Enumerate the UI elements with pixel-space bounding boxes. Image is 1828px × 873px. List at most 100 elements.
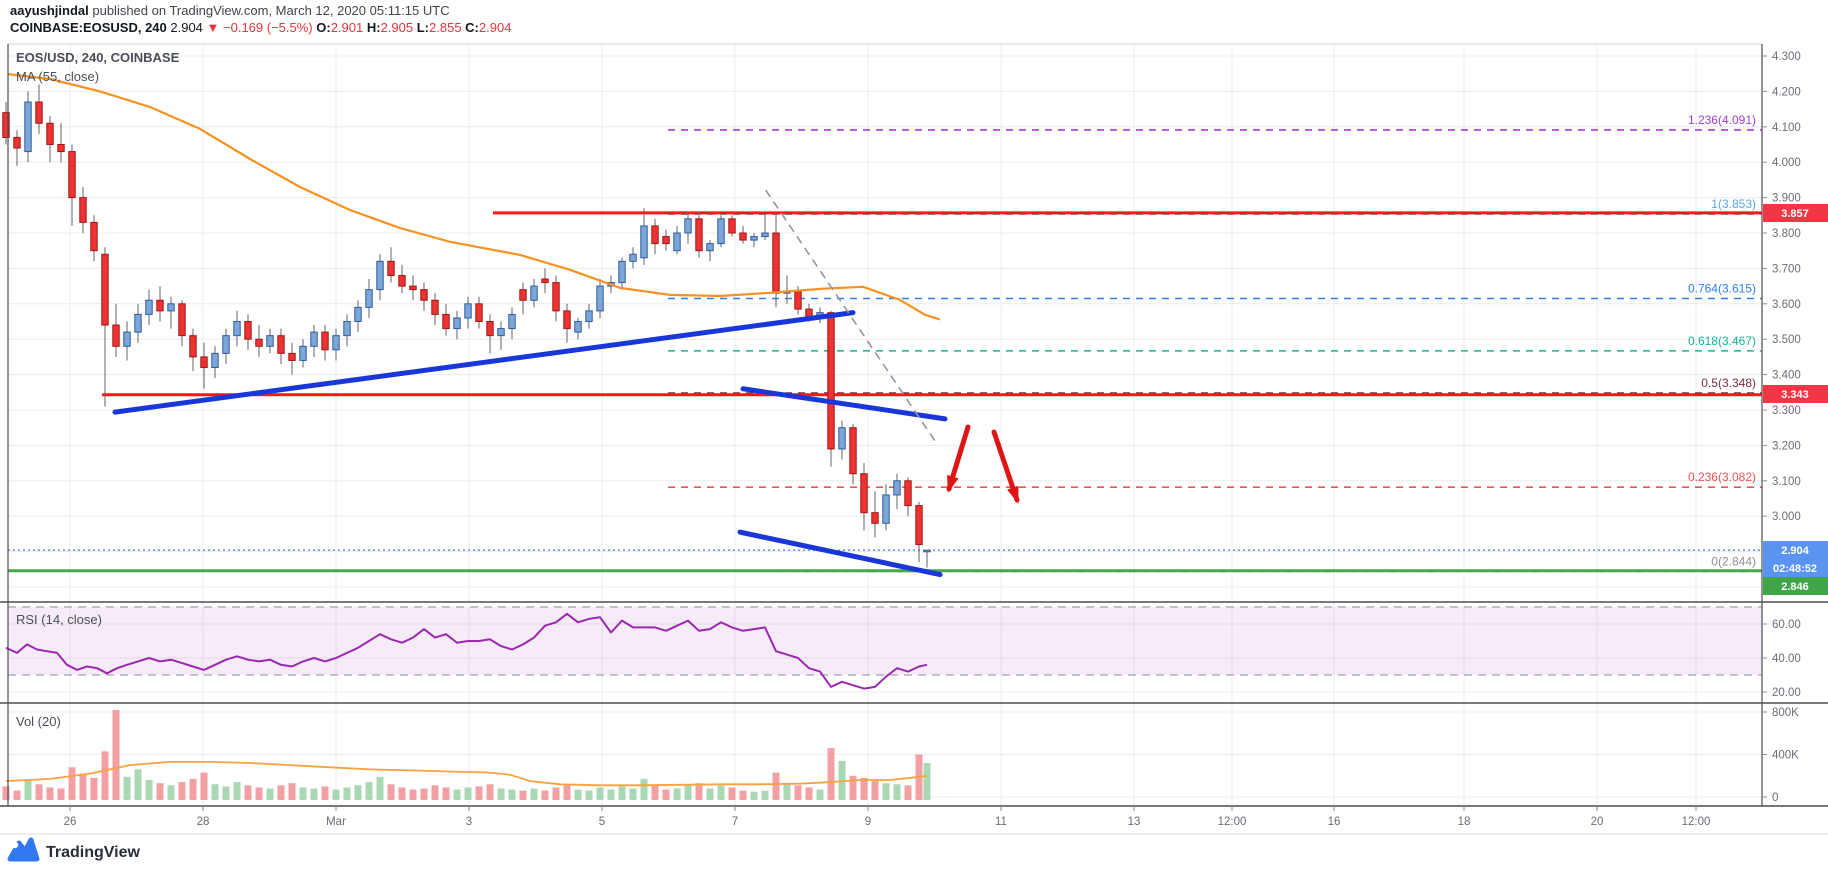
candle-body bbox=[563, 310, 571, 330]
volume-bar bbox=[35, 784, 43, 800]
price-tick-label: 3.900 bbox=[1772, 193, 1801, 205]
quote-change: −0.169 (−5.5%) bbox=[219, 20, 316, 35]
rsi-tick-label: 20.00 bbox=[1772, 687, 1801, 699]
volume-bar bbox=[923, 763, 931, 800]
volume-bar bbox=[24, 780, 32, 800]
ma-legend[interactable]: MA (55, close) bbox=[16, 69, 99, 84]
panel-borders bbox=[0, 43, 1828, 835]
candle-body bbox=[145, 299, 153, 315]
volume-bar bbox=[882, 783, 890, 800]
volume-bar bbox=[178, 782, 186, 800]
price-badge bbox=[1763, 559, 1828, 577]
candle-body bbox=[244, 321, 252, 340]
price-badge-label: 2.846 bbox=[1781, 581, 1809, 593]
volume-bar bbox=[409, 789, 417, 800]
rsi-tick-label: 60.00 bbox=[1772, 619, 1801, 631]
price-tick-label: 4.200 bbox=[1772, 86, 1801, 98]
candle-body bbox=[629, 253, 637, 262]
volume-bar bbox=[794, 785, 802, 800]
tradingview-brand-text[interactable]: TradingView bbox=[46, 844, 141, 861]
volume-bar bbox=[772, 772, 780, 800]
volume-bar bbox=[354, 785, 362, 800]
volume-bar bbox=[376, 776, 384, 800]
time-tick-label: 7 bbox=[732, 816, 738, 828]
rsi-tick-label: 40.00 bbox=[1772, 653, 1801, 665]
price-tick-label: 3.200 bbox=[1772, 440, 1801, 452]
volume-bar bbox=[860, 777, 868, 800]
price-tick-label: 3.100 bbox=[1772, 476, 1801, 488]
rsi-legend[interactable]: RSI (14, close) bbox=[16, 612, 102, 627]
author-name: aayushjindal bbox=[10, 3, 89, 18]
time-tick-label: 9 bbox=[865, 816, 871, 828]
volume-bar bbox=[211, 784, 219, 800]
volume-bar bbox=[2, 786, 10, 800]
low-label: L: bbox=[417, 20, 429, 35]
price-tick-label: 4.300 bbox=[1772, 51, 1801, 63]
candle-body bbox=[387, 260, 395, 276]
candle-body bbox=[266, 335, 274, 347]
candle-body bbox=[827, 312, 835, 450]
candle-body bbox=[728, 218, 736, 234]
volume-bar bbox=[387, 784, 395, 800]
candle-body bbox=[695, 218, 703, 252]
candle-body bbox=[508, 313, 516, 330]
candle-body bbox=[123, 331, 131, 347]
volume-bar bbox=[717, 785, 725, 800]
volume-bar bbox=[651, 785, 659, 800]
candle-body bbox=[497, 328, 505, 337]
main-pane-legend[interactable]: EOS/USD, 240, COINBASE bbox=[16, 50, 180, 65]
volume-bar bbox=[695, 783, 703, 800]
volume-bar bbox=[827, 748, 835, 800]
volume-bar bbox=[145, 780, 153, 800]
candle-body bbox=[849, 427, 857, 475]
volume-bar bbox=[156, 783, 164, 800]
open-value: 2.901 bbox=[331, 20, 367, 35]
candle-body bbox=[68, 151, 76, 199]
annotation-arrows bbox=[946, 424, 1020, 504]
volume-bar bbox=[255, 787, 263, 800]
volume-tick-label: 0 bbox=[1772, 792, 1778, 804]
candle-body bbox=[156, 299, 164, 312]
time-tick-label: 3 bbox=[466, 816, 472, 828]
time-tick-label: 12:00 bbox=[1682, 816, 1711, 828]
price-badge bbox=[1763, 577, 1828, 595]
rsi-line bbox=[5, 612, 928, 690]
volume-bar bbox=[728, 787, 736, 800]
rsi-band-fill bbox=[8, 607, 1762, 675]
candle-body bbox=[838, 427, 846, 450]
time-tick-label: 20 bbox=[1591, 816, 1604, 828]
candle-body bbox=[772, 232, 780, 294]
candle-body bbox=[486, 321, 494, 337]
volume-legend[interactable]: Vol (20) bbox=[16, 714, 61, 729]
price-axis: 4.300 4.200 4.100 4.000 3.900 3.800 3.700 3.600… bbox=[1762, 51, 1801, 804]
volume-bar bbox=[706, 788, 714, 800]
volume-bar bbox=[585, 790, 593, 800]
candle-body bbox=[530, 285, 538, 301]
candle-body bbox=[167, 303, 175, 312]
volume-bar bbox=[629, 788, 637, 800]
candle-body bbox=[475, 303, 483, 322]
chart-generated-layers: 1.236(4.091) 1(3.853) 0.764(3.615) 0.618(3.… bbox=[0, 43, 1828, 835]
candle-body bbox=[717, 218, 725, 245]
grid-lines bbox=[8, 44, 1762, 806]
tradingview-logo-icon[interactable] bbox=[7, 837, 40, 862]
candle-body bbox=[376, 260, 384, 291]
time-tick-label: 26 bbox=[64, 816, 77, 828]
candle-body bbox=[211, 352, 219, 369]
volume-bar bbox=[321, 786, 329, 800]
close-label: C: bbox=[465, 20, 479, 35]
volume-bar bbox=[563, 785, 571, 800]
volume-ma-line bbox=[5, 761, 928, 787]
volume-bar bbox=[101, 751, 109, 800]
ma55-line bbox=[7, 73, 941, 321]
volume-bar bbox=[596, 787, 604, 800]
candle-body bbox=[915, 505, 923, 546]
volume-bar bbox=[200, 772, 208, 800]
candle-body bbox=[640, 225, 648, 259]
price-badges: 3.857 3.343 2.904 02:48:52 2.846 bbox=[1763, 204, 1828, 595]
volume-tick-label: 800K bbox=[1772, 707, 1799, 719]
price-badge-label: 3.857 bbox=[1781, 208, 1809, 220]
candle-body bbox=[596, 285, 604, 312]
candle-body bbox=[409, 285, 417, 291]
